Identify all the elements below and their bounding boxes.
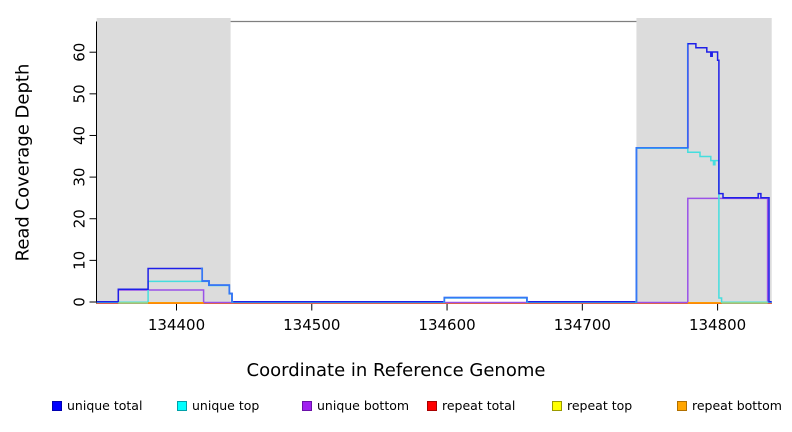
legend-item-repeat-total: repeat total <box>427 399 515 413</box>
legend-item-unique-bottom: unique bottom <box>302 399 409 413</box>
legend-item-unique-top: unique top <box>177 399 259 413</box>
legend-label: repeat bottom <box>692 398 782 413</box>
legend-label: repeat total <box>442 398 516 413</box>
y-tick-label: 40 <box>71 126 89 145</box>
legend-swatch-icon <box>427 401 437 411</box>
y-axis-title: Read Coverage Depth <box>12 63 34 262</box>
x-tick-label: 134600 <box>418 316 475 334</box>
y-tick-label: 60 <box>71 43 89 62</box>
y-tick-label: 10 <box>71 251 89 270</box>
y-tick-label: 20 <box>71 209 89 228</box>
x-tick-label: 134800 <box>689 316 746 334</box>
legend-item-repeat-top: repeat top <box>552 399 632 413</box>
legend-swatch-icon <box>552 401 562 411</box>
shaded-region <box>96 18 231 304</box>
x-tick-label: 134400 <box>148 316 205 334</box>
legend-swatch-icon <box>677 401 687 411</box>
x-tick-label: 134500 <box>283 316 340 334</box>
legend-label: unique top <box>192 398 260 413</box>
series-unique-total-blended <box>200 42 688 303</box>
legend-item-repeat-bottom: repeat bottom <box>677 399 782 413</box>
x-tick-label: 134700 <box>554 316 611 334</box>
x-axis-title: Coordinate in Reference Genome <box>246 360 546 381</box>
y-tick-label: 30 <box>71 168 89 187</box>
legend-label: unique bottom <box>317 398 410 413</box>
legend-label: unique total <box>67 398 143 413</box>
legend-swatch-icon <box>302 401 312 411</box>
y-tick-label: 50 <box>71 84 89 103</box>
legend-label: repeat top <box>567 398 633 413</box>
legend-swatch-icon <box>177 401 187 411</box>
legend-item-unique-total: unique total <box>52 399 142 413</box>
legend-swatch-icon <box>52 401 62 411</box>
shaded-region <box>636 18 772 304</box>
y-tick-label: 0 <box>71 297 89 307</box>
